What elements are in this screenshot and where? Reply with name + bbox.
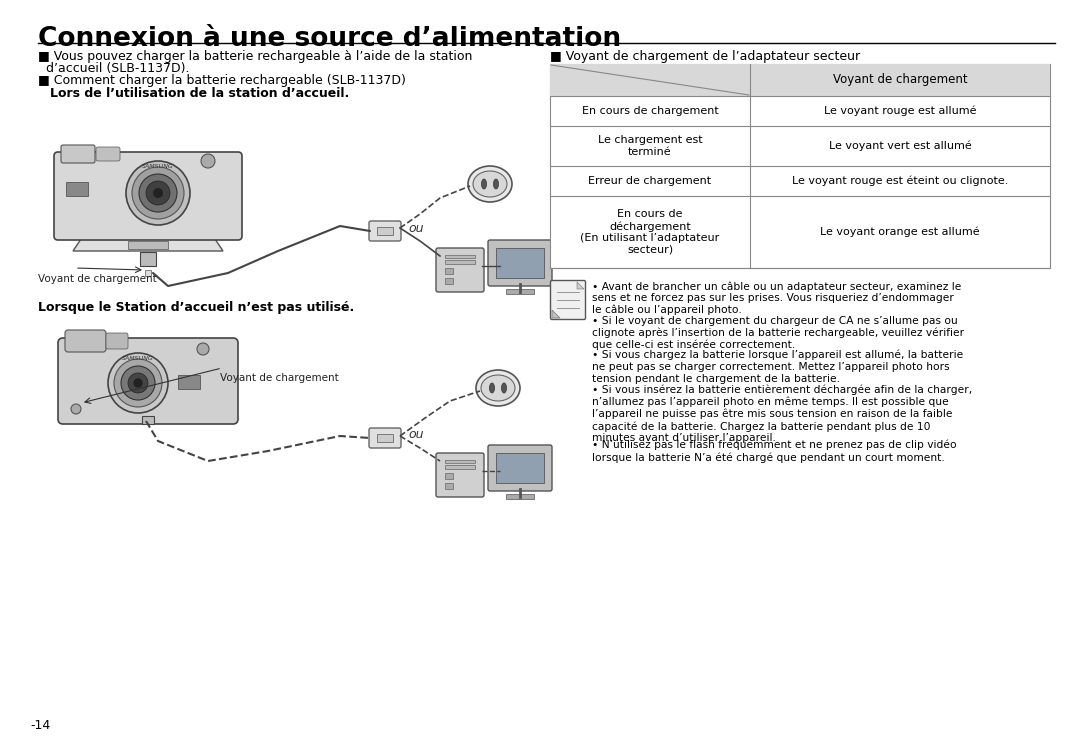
Circle shape	[108, 353, 168, 413]
Bar	[445, 268, 453, 274]
Bar	[140, 252, 156, 266]
Text: Le voyant rouge est allumé: Le voyant rouge est allumé	[824, 106, 976, 116]
Text: Le voyant rouge est éteint ou clignote.: Le voyant rouge est éteint ou clignote.	[792, 176, 1009, 186]
Bar	[496, 248, 544, 278]
Text: En cours de chargement: En cours de chargement	[582, 106, 718, 116]
Polygon shape	[73, 236, 222, 251]
Bar	[550, 64, 1050, 96]
Text: Le voyant vert est allumé: Le voyant vert est allumé	[828, 141, 971, 151]
FancyBboxPatch shape	[96, 147, 120, 161]
Text: • Avant de brancher un câble ou un adaptateur secteur, examinez le
sens et ne fo: • Avant de brancher un câble ou un adapt…	[592, 281, 961, 316]
Text: • N’utilisez pas le flash fréquemment et ne prenez pas de clip vidéo
lorsque la : • N’utilisez pas le flash fréquemment et…	[592, 440, 957, 463]
FancyBboxPatch shape	[58, 338, 238, 424]
FancyBboxPatch shape	[369, 428, 401, 448]
FancyBboxPatch shape	[106, 333, 129, 349]
Circle shape	[146, 181, 170, 205]
Circle shape	[114, 359, 162, 407]
Text: ■ Voyant de chargement de l’adaptateur secteur: ■ Voyant de chargement de l’adaptateur s…	[550, 50, 860, 63]
Bar	[445, 260, 475, 264]
Text: • Si vous insérez la batterie entièrement déchargée afin de la charger,
n’allume: • Si vous insérez la batterie entièremen…	[592, 384, 972, 443]
Text: ■ Vous pouvez charger la batterie rechargeable à l’aide de la station: ■ Vous pouvez charger la batterie rechar…	[38, 50, 472, 63]
Circle shape	[129, 373, 148, 393]
Text: -14: -14	[30, 719, 51, 732]
Text: En cours de
déchargement
(En utilisant l’adaptateur
secteur): En cours de déchargement (En utilisant l…	[580, 210, 719, 254]
FancyBboxPatch shape	[65, 330, 106, 352]
Ellipse shape	[494, 179, 499, 189]
Bar	[445, 465, 475, 469]
Bar	[445, 460, 475, 463]
Circle shape	[121, 366, 156, 400]
Ellipse shape	[501, 383, 507, 393]
Text: Voyant de chargement: Voyant de chargement	[833, 74, 968, 87]
Bar	[550, 64, 1050, 268]
Text: Voyant de chargement: Voyant de chargement	[220, 373, 339, 383]
Text: Le chargement est
terminé: Le chargement est terminé	[597, 135, 702, 157]
Polygon shape	[552, 310, 561, 318]
Circle shape	[201, 154, 215, 168]
Text: ou: ou	[408, 222, 423, 234]
Bar	[445, 483, 453, 489]
Bar	[445, 473, 453, 479]
Text: Lors de l’utilisation de la station d’accueil.: Lors de l’utilisation de la station d’ac…	[50, 87, 349, 100]
Text: Erreur de chargement: Erreur de chargement	[589, 176, 712, 186]
Text: Lorsque le Station d’accueil n’est pas utilisé.: Lorsque le Station d’accueil n’est pas u…	[38, 301, 354, 314]
Text: ou: ou	[408, 427, 423, 440]
Bar	[507, 494, 534, 499]
Bar	[66, 182, 87, 196]
Ellipse shape	[489, 383, 495, 393]
Bar	[129, 241, 168, 249]
Text: SAMSUNG: SAMSUNG	[122, 357, 153, 362]
Bar	[377, 434, 393, 442]
Circle shape	[153, 188, 163, 198]
Bar	[178, 375, 200, 389]
Bar	[141, 416, 154, 424]
FancyBboxPatch shape	[54, 152, 242, 240]
Circle shape	[197, 343, 210, 355]
FancyBboxPatch shape	[60, 145, 95, 163]
Circle shape	[134, 379, 141, 387]
Circle shape	[126, 161, 190, 225]
Text: SAMSUNG: SAMSUNG	[143, 165, 174, 169]
Bar	[445, 278, 453, 284]
FancyBboxPatch shape	[436, 248, 484, 292]
Text: ■ Comment charger la batterie rechargeable (SLB-1137D): ■ Comment charger la batterie rechargeab…	[38, 74, 406, 87]
Bar	[145, 270, 151, 276]
Text: Voyant de chargement: Voyant de chargement	[38, 274, 157, 284]
Bar	[377, 227, 393, 235]
FancyBboxPatch shape	[369, 221, 401, 241]
Polygon shape	[577, 282, 584, 289]
Text: • Si le voyant de chargement du chargeur de CA ne s’allume pas ou
clignote après: • Si le voyant de chargement du chargeur…	[592, 316, 964, 350]
Circle shape	[71, 404, 81, 414]
Ellipse shape	[482, 179, 486, 189]
Circle shape	[139, 174, 177, 212]
Text: Connexion à une source d’alimentation: Connexion à une source d’alimentation	[38, 26, 621, 52]
Bar	[507, 289, 534, 294]
Circle shape	[132, 167, 184, 219]
Text: Le voyant orange est allumé: Le voyant orange est allumé	[820, 227, 980, 237]
Ellipse shape	[473, 171, 507, 197]
Ellipse shape	[481, 375, 515, 401]
Ellipse shape	[476, 370, 519, 406]
Bar	[496, 453, 544, 483]
FancyBboxPatch shape	[551, 280, 585, 319]
FancyBboxPatch shape	[436, 453, 484, 497]
FancyBboxPatch shape	[488, 445, 552, 491]
Text: • Si vous chargez la batterie lorsque l’appareil est allumé, la batterie
ne peut: • Si vous chargez la batterie lorsque l’…	[592, 350, 963, 383]
FancyBboxPatch shape	[488, 240, 552, 286]
Bar	[445, 255, 475, 258]
Text: d’accueil (SLB-1137D).: d’accueil (SLB-1137D).	[38, 62, 189, 75]
Ellipse shape	[468, 166, 512, 202]
